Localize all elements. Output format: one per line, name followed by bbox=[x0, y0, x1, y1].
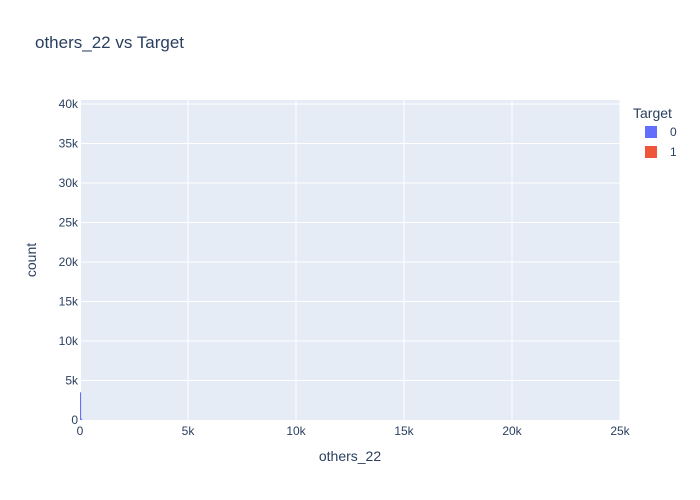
x-axis-title: others_22 bbox=[319, 448, 381, 464]
y-tick-label: 20k bbox=[59, 255, 79, 269]
y-tick-label: 40k bbox=[59, 97, 79, 111]
y-tick-label: 15k bbox=[59, 294, 79, 308]
y-tick-labels: 0 5k 10k 15k 20k 25k 30k 35k 40k bbox=[59, 97, 79, 427]
legend-swatch[interactable] bbox=[645, 126, 657, 138]
legend-label[interactable]: 1 bbox=[670, 145, 677, 159]
y-axis-title: count bbox=[23, 243, 39, 277]
bar-target-0 bbox=[81, 418, 83, 420]
legend: Target 0 1 bbox=[633, 105, 677, 159]
y-tick-label: 25k bbox=[59, 215, 79, 229]
grid-lines bbox=[79, 100, 621, 420]
legend-swatch[interactable] bbox=[645, 146, 657, 158]
y-tick-label: 5k bbox=[65, 373, 79, 387]
y-tick-label: 35k bbox=[59, 136, 79, 150]
x-tick-label: 0 bbox=[77, 424, 84, 438]
legend-label[interactable]: 0 bbox=[670, 125, 677, 139]
x-tick-label: 10k bbox=[286, 424, 306, 438]
plot-area bbox=[80, 100, 620, 420]
y-tick-label: 10k bbox=[59, 334, 79, 348]
x-tick-labels: 0 5k 10k 15k 20k 25k bbox=[77, 424, 631, 438]
y-tick-label: 0 bbox=[71, 413, 78, 427]
legend-title: Target bbox=[633, 105, 672, 121]
y-tick-label: 30k bbox=[59, 176, 79, 190]
x-tick-label: 5k bbox=[182, 424, 196, 438]
x-tick-label: 15k bbox=[394, 424, 414, 438]
x-tick-label: 25k bbox=[610, 424, 630, 438]
x-tick-label: 20k bbox=[502, 424, 522, 438]
bars bbox=[80, 392, 83, 420]
chart-title: others_22 vs Target bbox=[35, 33, 184, 52]
bar-target-0 bbox=[80, 392, 82, 420]
